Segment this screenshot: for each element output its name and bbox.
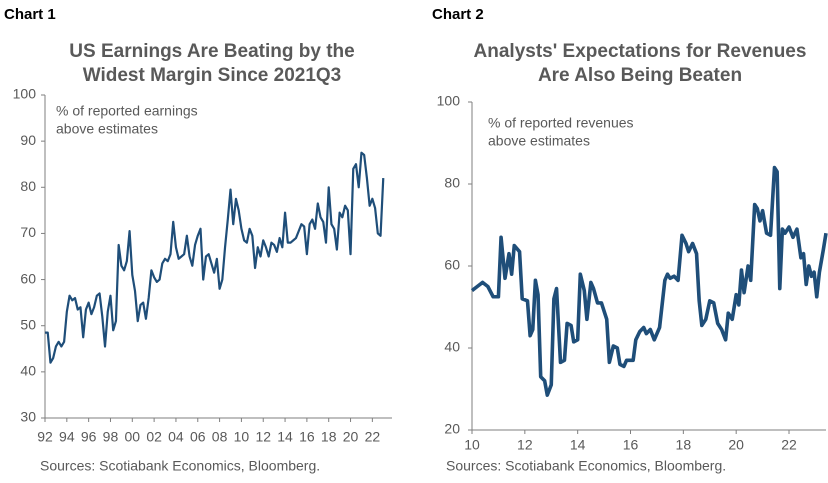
chart-title: US Earnings Are Beating by the	[69, 41, 354, 62]
y-tick-label: 50	[20, 316, 36, 332]
x-tick-label: 16	[623, 437, 639, 453]
x-tick-label: 96	[81, 429, 97, 445]
x-tick-label: 94	[59, 429, 75, 445]
x-tick-label: 18	[321, 429, 337, 445]
annotation: above estimates	[56, 121, 158, 137]
data-line	[45, 151, 385, 364]
y-tick-label: 90	[20, 132, 36, 148]
chart-title: Widest Margin Since 2021Q3	[83, 65, 342, 86]
source: Sources: Scotiabank Economics, Bloomberg…	[40, 458, 320, 474]
annotation: % of reported revenues	[488, 115, 634, 131]
annotation: % of reported earnings	[56, 103, 198, 119]
x-tick-label: 16	[299, 429, 315, 445]
chart-label: Chart 2	[432, 6, 484, 23]
x-tick-label: 00	[125, 429, 141, 445]
x-tick-label: 10	[464, 437, 480, 453]
x-tick-label: 18	[676, 437, 692, 453]
y-tick-label: 30	[20, 409, 36, 425]
annotation: above estimates	[488, 133, 590, 149]
x-tick-label: 08	[212, 429, 228, 445]
x-tick-label: 12	[517, 437, 533, 453]
y-tick-label: 100	[13, 86, 37, 102]
x-tick-label: 22	[365, 429, 381, 445]
x-tick-label: 98	[103, 429, 119, 445]
y-tick-label: 20	[444, 421, 460, 437]
x-tick-label: 14	[277, 429, 293, 445]
data-line	[470, 165, 828, 397]
chart-title: Are Also Being Beaten	[538, 65, 742, 86]
x-tick-label: 14	[570, 437, 586, 453]
x-tick-label: 22	[781, 437, 797, 453]
y-tick-label: 40	[444, 339, 460, 355]
x-tick-label: 20	[728, 437, 744, 453]
source: Sources: Scotiabank Economics, Bloomberg…	[446, 458, 726, 474]
y-tick-label: 80	[20, 178, 36, 194]
x-tick-label: 04	[168, 429, 184, 445]
chart-label: Chart 1	[4, 6, 56, 23]
x-tick-label: 92	[37, 429, 53, 445]
x-tick-label: 06	[190, 429, 206, 445]
y-tick-label: 40	[20, 363, 36, 379]
y-tick-label: 70	[20, 224, 36, 240]
y-tick-label: 60	[20, 270, 36, 286]
chart-title: Analysts' Expectations for Revenues	[474, 41, 807, 62]
x-tick-label: 20	[343, 429, 359, 445]
y-tick-label: 100	[437, 93, 461, 109]
y-tick-label: 60	[444, 257, 460, 273]
y-tick-label: 80	[444, 175, 460, 191]
x-tick-label: 02	[146, 429, 162, 445]
x-tick-label: 10	[234, 429, 250, 445]
x-tick-label: 12	[255, 429, 271, 445]
